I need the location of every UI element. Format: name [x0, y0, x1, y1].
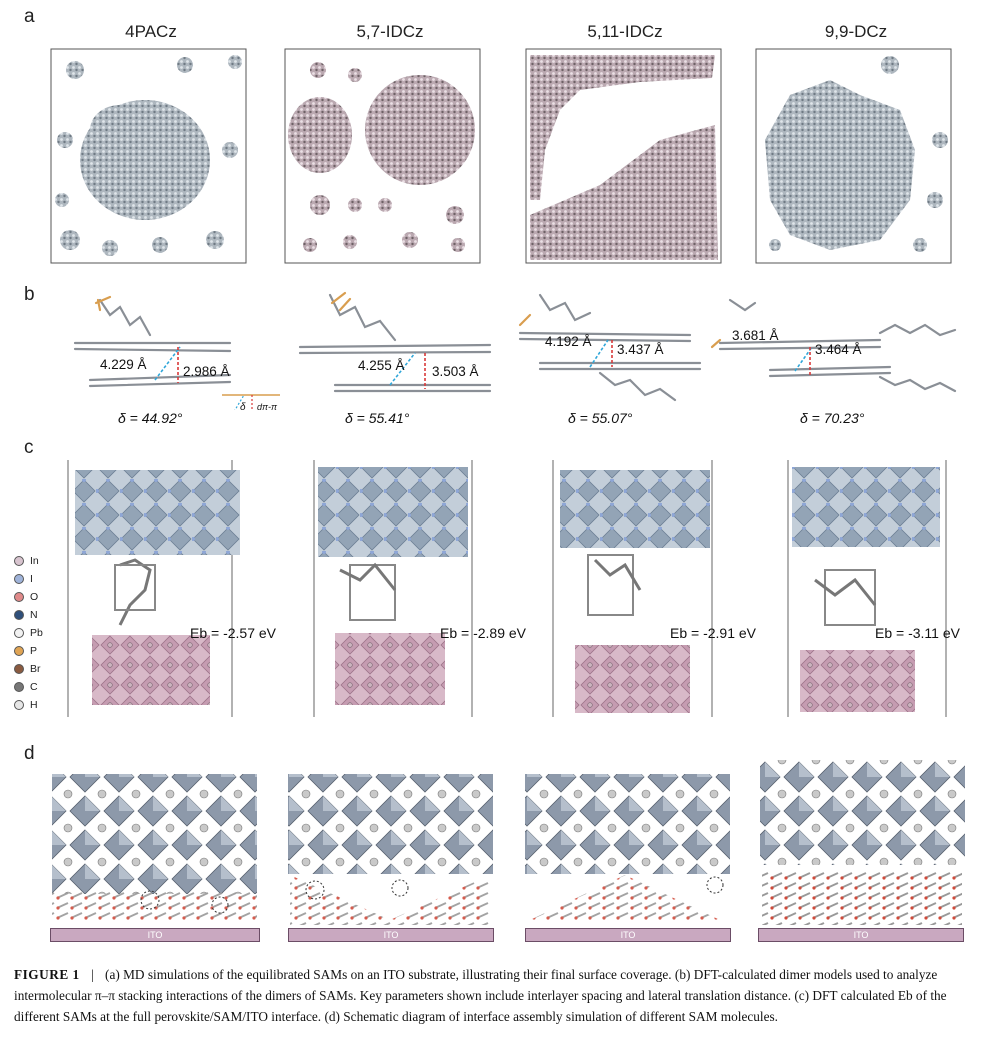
dimer-4-interlayer-spacing: 3.464 Å: [815, 342, 862, 357]
interface-model-1: [75, 470, 240, 705]
md-box-99dcz: [755, 48, 952, 264]
legend-label-p: P: [30, 645, 38, 657]
legend-item-in: In: [14, 555, 39, 567]
ito-substrate-3: ITO: [525, 928, 731, 942]
ito-substrate-2: ITO: [288, 928, 494, 942]
panel-c-interface-models: [67, 460, 947, 717]
panel-a-title-1: 4PACz: [125, 22, 177, 41]
legend-label-i: I: [30, 573, 33, 585]
caption-text: (a) MD simulations of the equilibrated S…: [14, 967, 947, 1024]
inset-delta-label: δ: [240, 402, 246, 413]
assembly-schematic-3: [525, 774, 730, 920]
dimer-1-delta: δ = 44.92°: [118, 410, 183, 426]
legend-swatch-c: [14, 682, 24, 692]
legend-item-p: P: [14, 645, 37, 657]
legend-item-i: I: [14, 573, 33, 585]
legend-swatch-in: [14, 556, 24, 566]
dimer-1-lateral-distance: 4.229 Å: [100, 357, 147, 372]
legend-label-pb: Pb: [30, 627, 43, 639]
interface-model-3: [560, 470, 710, 713]
dimer-3-lateral-distance: 4.192 Å: [545, 334, 592, 349]
legend-label-c: C: [30, 681, 38, 693]
legend-swatch-n: [14, 610, 24, 620]
panel-d-assembly-schematics: [52, 760, 965, 925]
inset-d-label: dπ-π: [257, 402, 278, 412]
dimer-model-3: [518, 293, 702, 402]
panel-a-title-3: 5,11-IDCz: [587, 22, 663, 41]
dimer-2-lateral-distance: 4.255 Å: [358, 358, 405, 373]
assembly-schematic-2: [288, 774, 493, 925]
dimer-3-delta: δ = 55.07°: [568, 410, 633, 426]
figure-label: FIGURE 1: [14, 967, 80, 982]
legend-label-in: In: [30, 555, 39, 567]
legend-swatch-i: [14, 574, 24, 584]
legend-item-c: C: [14, 681, 38, 693]
stacking-schematic-inset: [221, 393, 281, 410]
dimer-4-delta: δ = 70.23°: [800, 410, 865, 426]
legend-item-o: O: [14, 591, 38, 603]
interface-model-4: [792, 467, 940, 712]
dimer-4-lateral-distance: 3.681 Å: [732, 328, 779, 343]
legend-swatch-o: [14, 592, 24, 602]
legend-item-n: N: [14, 609, 38, 621]
panel-c-letter: c: [24, 437, 34, 458]
panel-b-dimer-models: [73, 291, 957, 410]
caption-separator: |: [91, 967, 94, 982]
legend-swatch-br: [14, 664, 24, 674]
legend-item-h: H: [14, 699, 38, 711]
panel-a-md-boxes: [50, 48, 952, 264]
panel-b-letter: b: [24, 284, 35, 305]
panel-a-letter: a: [24, 6, 35, 27]
interface-model-2: [318, 467, 468, 705]
dimer-1-interlayer-spacing: 2.986 Å: [183, 364, 230, 379]
legend-swatch-p: [14, 646, 24, 656]
panel-a-title-2: 5,7-IDCz: [356, 22, 424, 41]
md-box-511idcz: [525, 48, 722, 264]
legend-label-br: Br: [30, 663, 41, 675]
legend-swatch-h: [14, 700, 24, 710]
legend-item-br: Br: [14, 663, 41, 675]
assembly-schematic-1: [52, 774, 257, 920]
legend-label-h: H: [30, 699, 38, 711]
dimer-2-interlayer-spacing: 3.503 Å: [432, 364, 479, 379]
binding-energy-4: Eb = -3.11 eV: [875, 625, 960, 641]
dimer-model-2: [298, 291, 492, 393]
figure-caption: FIGURE 1 | (a) MD simulations of the equ…: [14, 964, 972, 1027]
legend-label-o: O: [30, 591, 39, 603]
panel-d-letter: d: [24, 743, 35, 764]
dimer-model-1: [73, 295, 232, 388]
dimer-3-interlayer-spacing: 3.437 Å: [617, 342, 664, 357]
legend-item-pb: Pb: [14, 627, 43, 639]
ito-substrate-1: ITO: [50, 928, 260, 942]
binding-energy-3: Eb = -2.91 eV: [670, 625, 757, 641]
assembly-schematic-4: [760, 760, 965, 925]
panel-a-title-4: 9,9-DCz: [824, 22, 888, 41]
md-box-4pacz: [50, 48, 247, 264]
legend-swatch-pb: [14, 628, 24, 638]
dimer-model-4: [710, 298, 957, 393]
binding-energy-1: Eb = -2.57 eV: [190, 625, 277, 641]
legend-label-n: N: [30, 609, 38, 621]
dimer-2-delta: δ = 55.41°: [345, 410, 410, 426]
binding-energy-2: Eb = -2.89 eV: [440, 625, 527, 641]
md-box-57idcz: [284, 48, 481, 264]
ito-substrate-4: ITO: [758, 928, 964, 942]
